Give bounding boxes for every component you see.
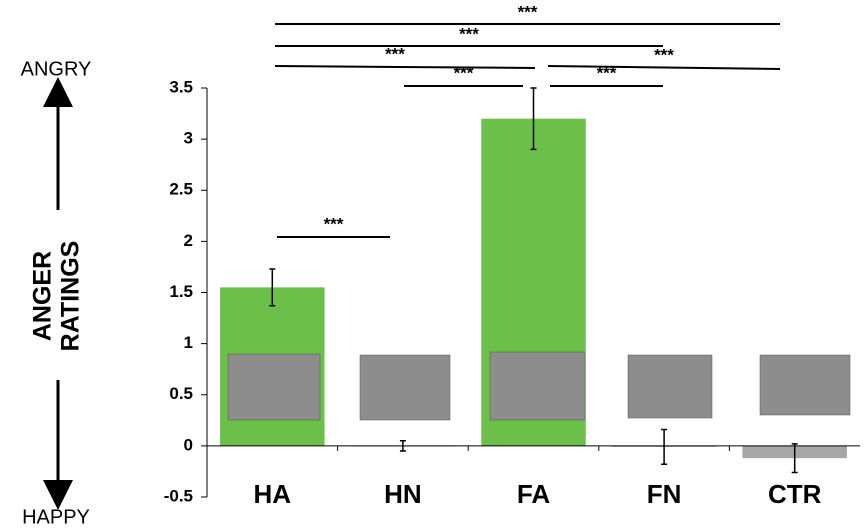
y-tick-label: 1 bbox=[184, 333, 193, 352]
y-tick-label: 3 bbox=[184, 129, 193, 148]
error-bar bbox=[791, 443, 798, 474]
error-bar bbox=[661, 428, 668, 466]
error-bar bbox=[269, 268, 276, 307]
y-tick-label: 0.5 bbox=[169, 384, 193, 403]
stimulus-photo bbox=[759, 354, 851, 416]
significance-label: *** bbox=[654, 45, 674, 64]
y-tick-label: 3.5 bbox=[169, 77, 193, 96]
top-label: ANGRY bbox=[21, 58, 92, 80]
significance-label: *** bbox=[518, 2, 538, 21]
significance-line bbox=[547, 65, 781, 70]
significance-label: *** bbox=[459, 24, 479, 43]
y-label-line: RATINGS bbox=[57, 241, 85, 352]
y-label-line: ANGER bbox=[29, 251, 57, 341]
y-tick-label: 1.5 bbox=[169, 282, 193, 301]
plot: -0.5 0 0.5 1 1.5 2 2.5 3 3.5 HA HN FA FN CTR *** *** ***… bbox=[164, 2, 860, 509]
y-tick-label: 2.5 bbox=[169, 180, 193, 199]
x-tick-label: HA bbox=[254, 479, 292, 509]
stimulus-photo bbox=[359, 354, 451, 421]
significance-line bbox=[274, 65, 536, 69]
x-tick-label: HN bbox=[384, 479, 422, 509]
error-bar bbox=[399, 440, 406, 452]
significance-label: *** bbox=[385, 44, 405, 63]
bottom-label: HAPPY bbox=[22, 506, 90, 528]
y-tick-label: -0.5 bbox=[164, 486, 193, 505]
stimulus-photo bbox=[227, 353, 321, 421]
y-tick-label: 0 bbox=[184, 435, 193, 454]
x-tick-label: FN bbox=[647, 479, 682, 509]
y-axis-label: ANGER RATINGS bbox=[29, 241, 85, 352]
significance-label: *** bbox=[324, 214, 344, 233]
stimulus-photo bbox=[489, 351, 586, 421]
x-tick-label: CTR bbox=[768, 479, 822, 509]
significance-label: *** bbox=[454, 63, 474, 82]
stimulus-photo bbox=[627, 354, 713, 419]
significance-label: *** bbox=[597, 63, 617, 82]
x-tick-label: FA bbox=[517, 479, 550, 509]
error-bar bbox=[530, 87, 537, 151]
y-tick-label: 2 bbox=[184, 231, 193, 250]
